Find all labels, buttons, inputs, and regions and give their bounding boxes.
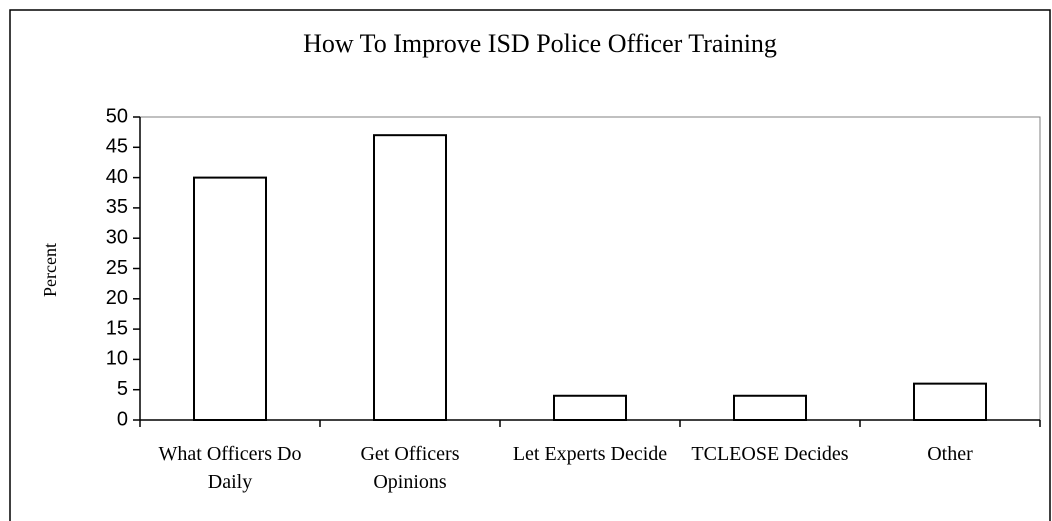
y-tick-label: 25: [106, 257, 128, 279]
x-tick-label: Get Officers Opinions: [360, 443, 460, 493]
x-tick-label: TCLEOSE Decides: [691, 443, 849, 465]
x-tick-label: What Officers Do Daily: [158, 443, 302, 493]
y-tick-label: 0: [117, 408, 128, 430]
y-tick-label: 15: [106, 317, 128, 339]
y-tick-label: 30: [106, 226, 128, 248]
y-tick-label: 35: [106, 196, 128, 218]
bar: [913, 382, 987, 422]
x-tick-label: Let Experts Decide: [512, 443, 668, 465]
x-tick-label: Other: [927, 443, 973, 465]
y-tick-label: 20: [106, 287, 128, 309]
plot-area: [139, 116, 1041, 421]
chart-border: [9, 9, 1051, 521]
y-tick-label: 45: [106, 136, 128, 158]
y-tick-label: 40: [106, 166, 128, 188]
y-axis-label: Percent: [40, 243, 60, 297]
y-tick-label: 5: [117, 378, 128, 400]
bar: [553, 394, 627, 422]
chart-title: How To Improve ISD Police Officer Traini…: [303, 29, 777, 58]
bar: [193, 176, 267, 421]
bar: [733, 394, 807, 422]
y-tick-label: 10: [106, 348, 128, 370]
bar: [373, 134, 447, 421]
y-tick-label: 50: [106, 105, 128, 127]
